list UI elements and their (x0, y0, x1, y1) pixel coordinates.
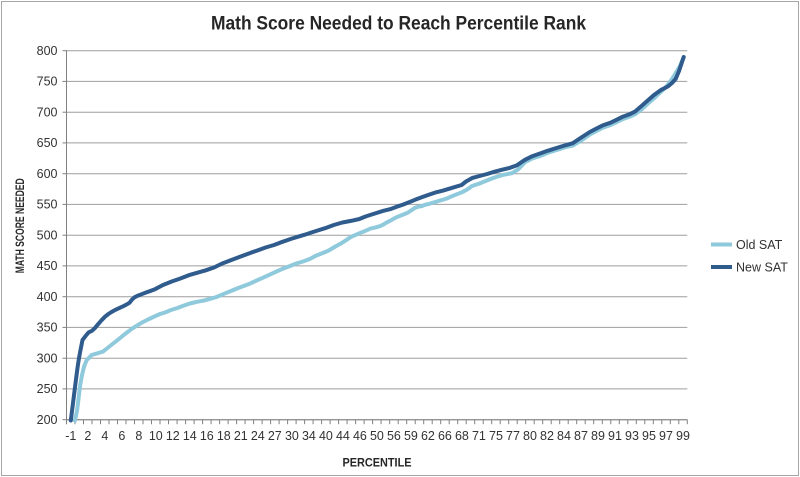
svg-text:84: 84 (557, 429, 571, 443)
svg-text:75: 75 (489, 429, 503, 443)
svg-text:-1: -1 (65, 429, 76, 443)
svg-text:650: 650 (37, 136, 58, 150)
svg-text:21: 21 (234, 429, 248, 443)
svg-text:16: 16 (200, 429, 214, 443)
svg-text:300: 300 (37, 351, 58, 365)
svg-text:27: 27 (268, 429, 282, 443)
svg-text:50: 50 (370, 429, 384, 443)
svg-text:71: 71 (472, 429, 486, 443)
svg-text:New SAT: New SAT (736, 261, 788, 275)
svg-text:99: 99 (676, 429, 690, 443)
svg-text:44: 44 (336, 429, 350, 443)
svg-text:Math Score Needed to Reach Per: Math Score Needed to Reach Percentile Ra… (211, 13, 586, 35)
svg-text:62: 62 (421, 429, 435, 443)
svg-text:93: 93 (625, 429, 639, 443)
svg-text:14: 14 (183, 429, 197, 443)
svg-text:12: 12 (166, 429, 180, 443)
svg-text:24: 24 (251, 429, 265, 443)
svg-text:10: 10 (149, 429, 163, 443)
svg-text:97: 97 (659, 429, 673, 443)
svg-text:500: 500 (37, 228, 58, 242)
svg-text:91: 91 (608, 429, 622, 443)
svg-text:200: 200 (37, 413, 58, 427)
svg-text:450: 450 (37, 259, 58, 273)
svg-text:40: 40 (319, 429, 333, 443)
svg-text:8: 8 (135, 429, 142, 443)
svg-text:66: 66 (438, 429, 452, 443)
svg-text:550: 550 (37, 198, 58, 212)
svg-text:700: 700 (37, 105, 58, 119)
svg-text:46: 46 (353, 429, 367, 443)
svg-text:87: 87 (574, 429, 588, 443)
svg-text:600: 600 (37, 167, 58, 181)
svg-text:80: 80 (523, 429, 537, 443)
svg-text:18: 18 (217, 429, 231, 443)
svg-text:PERCENTILE: PERCENTILE (343, 457, 412, 469)
svg-text:750: 750 (37, 75, 58, 89)
svg-text:56: 56 (387, 429, 401, 443)
svg-text:77: 77 (506, 429, 520, 443)
svg-text:MATH SCORE NEEDED: MATH SCORE NEEDED (15, 178, 27, 273)
svg-text:68: 68 (455, 429, 469, 443)
svg-text:250: 250 (37, 382, 58, 396)
svg-text:350: 350 (37, 321, 58, 335)
svg-text:4: 4 (101, 429, 108, 443)
svg-text:59: 59 (404, 429, 418, 443)
svg-text:82: 82 (540, 429, 554, 443)
svg-text:30: 30 (285, 429, 299, 443)
svg-text:800: 800 (37, 44, 58, 58)
svg-text:95: 95 (642, 429, 656, 443)
svg-text:2: 2 (84, 429, 91, 443)
svg-text:34: 34 (302, 429, 316, 443)
svg-text:89: 89 (591, 429, 605, 443)
svg-text:Old SAT: Old SAT (736, 238, 783, 252)
svg-text:400: 400 (37, 290, 58, 304)
svg-text:6: 6 (118, 429, 125, 443)
